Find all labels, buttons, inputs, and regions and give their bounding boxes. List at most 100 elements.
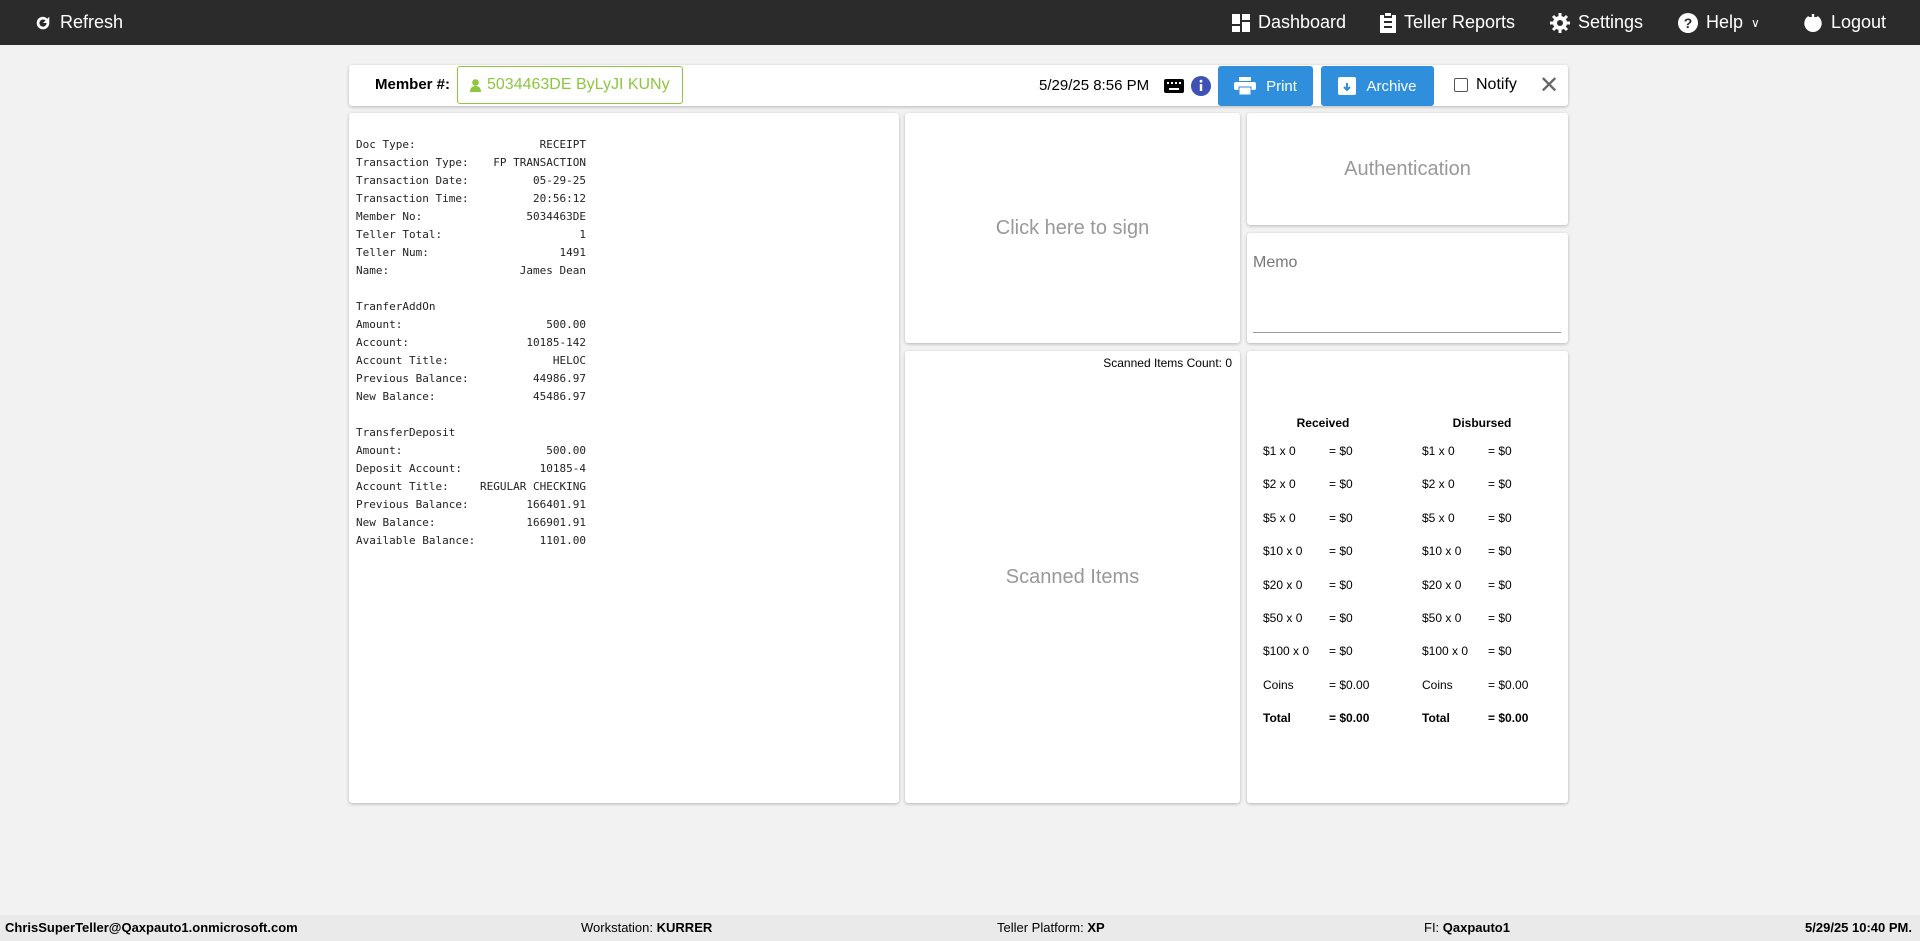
cash-amount: = $0 (1329, 444, 1353, 458)
cash-row: $5 x 0 = $0 (1422, 511, 1542, 544)
receipt-value: 20:56:12 (533, 192, 586, 205)
receipt-label: New Balance: (356, 390, 436, 403)
cash-column-received: Received $1 x 0 = $0 $2 x 0 = $0 $5 x 0 = $0 $1… (1263, 416, 1383, 745)
dashboard-link[interactable]: Dashboard (1232, 0, 1346, 45)
user-icon (470, 78, 481, 92)
receipt-label: Transaction Date: (356, 174, 469, 187)
memo-input[interactable] (1253, 283, 1561, 333)
print-label: Print (1266, 77, 1297, 95)
receipt-row: Previous Balance: 44986.97 (356, 370, 586, 388)
cash-panel: Received $1 x 0 = $0 $2 x 0 = $0 $5 x 0 = $0 $1… (1247, 351, 1568, 803)
receipt-label: Available Balance: (356, 534, 476, 547)
receipt-label: Name: (356, 264, 390, 277)
receipt-value: FP TRANSACTION (493, 156, 586, 169)
cash-denomination: $100 x 0 (1263, 644, 1310, 659)
cash-denomination: Total (1263, 711, 1291, 726)
cash-denomination: $100 x 0 (1422, 644, 1469, 659)
settings-link[interactable]: Settings (1550, 0, 1643, 45)
receipt-row: Member No: 5034463DE (356, 208, 586, 226)
cash-denomination: Coins (1263, 677, 1294, 692)
receipt-value: 5034463DE (526, 210, 586, 223)
receipt-label: Account Title: (356, 480, 449, 493)
refresh-button[interactable]: Refresh (34, 0, 123, 45)
receipt-row: Teller Total: 1 (356, 226, 586, 244)
gear-icon (1550, 12, 1570, 33)
receipt-label: Teller Num: (356, 246, 429, 259)
receipt-value: HELOC (552, 354, 586, 367)
member-badge[interactable]: 5034463DE ByLyJI KUNy (457, 66, 683, 104)
memo-panel: Memo (1247, 233, 1568, 343)
cash-row: $2 x 0 = $0 (1422, 477, 1542, 510)
receipt-row: Name: James Dean (356, 262, 586, 280)
cash-amount: = $0 (1488, 510, 1512, 525)
cash-column-disbursed: Disbursed $1 x 0 = $0 $2 x 0 = $0 $5 x 0 = $0 $… (1422, 416, 1542, 745)
receipt-value: James Dean (519, 264, 586, 277)
dashboard-icon (1232, 13, 1250, 32)
cash-row: $100 x 0 = $0 (1263, 644, 1383, 677)
spacer (356, 406, 892, 424)
platform-value: XP (1087, 920, 1105, 935)
info-icon[interactable] (1191, 76, 1211, 96)
cash-denomination: Total (1422, 711, 1450, 726)
receipt-value: 10185-142 (526, 336, 586, 349)
cash-row: $50 x 0 = $0 (1422, 611, 1542, 644)
close-icon[interactable]: ✕ (1539, 72, 1560, 99)
logout-label: Logout (1831, 12, 1887, 32)
keyboard-icon[interactable] (1164, 79, 1184, 93)
cash-row: $20 x 0 = $0 (1263, 578, 1383, 611)
receipt-label: Teller Total: (356, 228, 443, 241)
receipt-value: 1 (579, 228, 586, 241)
signature-placeholder: Click here to sign (995, 216, 1150, 239)
spacer (356, 280, 892, 298)
logout-button[interactable]: Logout (1803, 0, 1886, 45)
checkbox-icon (1454, 78, 1468, 92)
authentication-panel[interactable]: Authentication (1247, 113, 1568, 225)
authentication-label: Authentication (1344, 157, 1471, 180)
cash-amount: = $0.00 (1329, 711, 1370, 726)
cash-row: $10 x 0 = $0 (1422, 544, 1542, 577)
receipt-row: Teller Num: 1491 (356, 244, 586, 262)
teller-reports-label: Teller Reports (1404, 12, 1516, 32)
receipt-row: Doc Type: RECEIPT (356, 136, 586, 154)
receipt-panel: Doc Type: RECEIPT Transaction Type: FP TRAN… (349, 113, 899, 803)
receipt-value: 1491 (559, 246, 587, 259)
signature-pad[interactable]: Click here to sign (905, 113, 1240, 343)
teller-reports-link[interactable]: Teller Reports (1380, 0, 1515, 45)
refresh-label: Refresh (60, 12, 124, 32)
help-menu[interactable]: ? Help ∨ (1678, 0, 1760, 45)
receipt-label: Amount: (356, 318, 403, 331)
cash-amount: = $0 (1488, 610, 1512, 625)
receipt-value: 166901.91 (526, 516, 586, 529)
receipt-value: 10185-4 (539, 462, 586, 475)
refresh-icon (36, 16, 50, 29)
cash-denomination: $5 x 0 (1263, 510, 1296, 525)
receipt-row: Available Balance: 1101.00 (356, 532, 586, 550)
archive-label: Archive (1366, 77, 1417, 95)
cash-row: $100 x 0 = $0 (1422, 644, 1542, 677)
cash-denomination: $20 x 0 (1263, 577, 1303, 592)
cash-column-title: Disbursed (1452, 416, 1512, 430)
cash-row: $1 x 0 = $0 (1422, 444, 1542, 477)
platform-label: Teller Platform: (997, 920, 1084, 935)
cash-row: $1 x 0 = $0 (1263, 444, 1383, 477)
cash-amount: = $0.00 (1488, 677, 1529, 692)
receipt-row: Transaction Type: FP TRANSACTION (356, 154, 586, 172)
scanned-items-panel: Scanned Items Count: 0 Scanned Items (905, 351, 1240, 803)
print-button[interactable]: Print (1218, 66, 1313, 106)
receipt-row: Amount: 500.00 (356, 316, 586, 334)
receipt-row: New Balance: 45486.97 (356, 388, 586, 406)
member-label: Member #: (375, 76, 451, 93)
cash-row: Total = $0.00 (1263, 711, 1383, 744)
help-icon: ? (1678, 12, 1698, 33)
receipt-section-title: TranferAddOn (356, 300, 436, 313)
cash-row: $2 x 0 = $0 (1263, 477, 1383, 510)
archive-button[interactable]: Archive (1321, 66, 1434, 106)
notify-checkbox[interactable]: Notify (1454, 76, 1517, 94)
cash-row: Coins = $0.00 (1263, 678, 1383, 711)
cash-denomination: $20 x 0 (1422, 577, 1462, 592)
settings-label: Settings (1578, 12, 1644, 32)
receipt-value: REGULAR CHECKING (480, 480, 586, 493)
receipt-row: Previous Balance: 166401.91 (356, 496, 586, 514)
receipt-label: Member No: (356, 210, 423, 223)
cash-row: $50 x 0 = $0 (1263, 611, 1383, 644)
